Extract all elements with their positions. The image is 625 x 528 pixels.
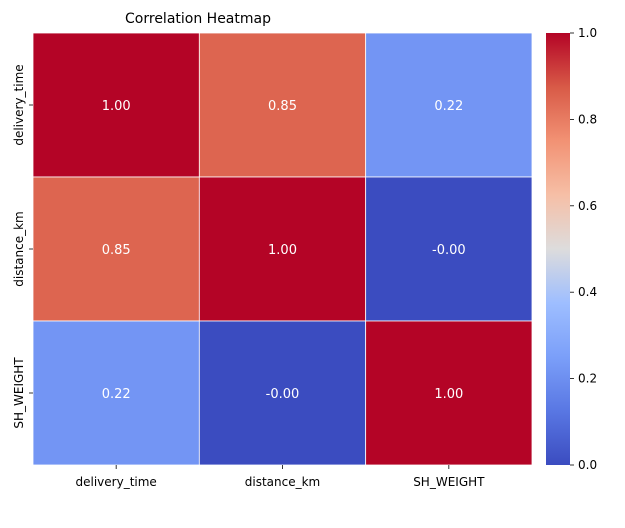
cell-label-1-2: -0.00 <box>432 243 466 258</box>
heatmap-cell-2-1 <box>198 320 367 466</box>
cell-label-2-1: -0.00 <box>266 387 300 402</box>
colorbar-tick-label: 0.0 <box>578 458 597 472</box>
y-axis-ticks: delivery_time distance_km SH_WEIGHT <box>12 64 33 429</box>
cell-label-0-0: 1.00 <box>102 99 131 114</box>
colorbar <box>546 33 570 465</box>
cell-label-1-1: 1.00 <box>268 243 297 258</box>
cell-label-2-2: 1.00 <box>434 387 463 402</box>
cell-label-2-0: 0.22 <box>102 387 131 402</box>
cell-label-0-1: 0.85 <box>268 99 297 114</box>
x-tick-label: delivery_time <box>76 475 157 489</box>
colorbar-tick-label: 0.2 <box>578 372 597 386</box>
colorbar-tick-label: 0.6 <box>578 199 597 213</box>
heatmap-cells <box>32 32 533 466</box>
heatmap-cell-2-0 <box>32 320 200 466</box>
x-axis-ticks: delivery_time distance_km SH_WEIGHT <box>76 465 485 489</box>
heatmap-cell-1-1 <box>198 176 367 322</box>
heatmap-cell-1-0 <box>32 176 200 322</box>
heatmap-cell-0-2 <box>365 32 533 178</box>
y-tick-label: distance_km <box>12 211 26 287</box>
heatmap-cell-0-0 <box>32 32 200 178</box>
x-tick-label: SH_WEIGHT <box>413 475 485 489</box>
y-tick-label: SH_WEIGHT <box>12 357 26 429</box>
heatmap-cell-0-1 <box>198 32 367 178</box>
colorbar-tick-label: 1.0 <box>578 26 597 40</box>
colorbar-ticks: 0.0 0.2 0.4 0.6 0.8 1.0 <box>570 26 597 472</box>
heatmap-annotations: 1.00 0.85 0.22 0.85 1.00 -0.00 0.22 -0.00 1.00 <box>102 99 466 402</box>
colorbar-tick-label: 0.4 <box>578 285 597 299</box>
y-tick-label: delivery_time <box>12 64 26 145</box>
heatmap-cell-1-2 <box>365 176 533 322</box>
colorbar-tick-label: 0.8 <box>578 112 597 126</box>
cell-label-0-2: 0.22 <box>434 99 463 114</box>
x-tick-label: distance_km <box>245 475 321 489</box>
chart-title: Correlation Heatmap <box>125 11 271 27</box>
cell-label-1-0: 0.85 <box>102 243 131 258</box>
